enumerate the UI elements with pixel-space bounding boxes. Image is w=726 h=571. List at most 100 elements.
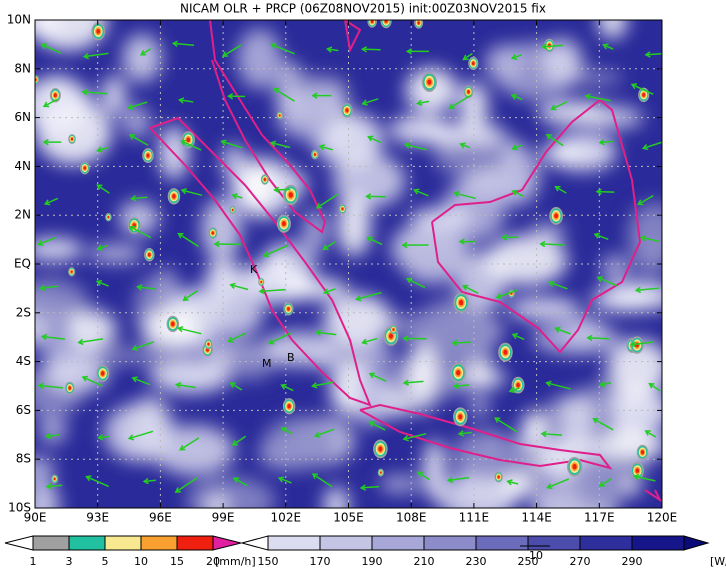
grid: [35, 20, 662, 508]
wind-arrow: [269, 140, 291, 149]
wind-arrow: [180, 139, 202, 151]
wind-arrow: [402, 335, 427, 342]
lon-label: 90E: [24, 511, 47, 525]
wind-arrow: [273, 186, 291, 194]
wind-arrow: [77, 338, 104, 346]
place-label: K: [250, 263, 258, 276]
arrow-head: [229, 382, 236, 388]
wind-arrow: [584, 93, 611, 102]
lon-label: 105E: [333, 511, 364, 525]
arrow-shaft: [511, 54, 522, 60]
arrow-head: [511, 144, 518, 151]
cloud: [35, 456, 56, 483]
arrow-shaft: [406, 278, 426, 289]
lon-label: 114E: [521, 511, 552, 525]
arrow-head: [314, 329, 322, 336]
colorbar-label: 1: [30, 555, 37, 568]
wind-arrow: [453, 190, 477, 200]
arrow-shaft: [634, 475, 656, 482]
colorbar-label: 5: [102, 555, 109, 568]
arrow-shaft: [38, 236, 57, 246]
precip-cell: [459, 299, 464, 306]
wind-arrow: [325, 46, 339, 53]
arrow-head: [45, 483, 52, 490]
wind-arrow: [42, 138, 62, 146]
arrow-shaft: [541, 432, 563, 436]
wind-arrow: [97, 434, 110, 441]
wind-arrow: [501, 234, 519, 241]
arrow-shaft: [631, 341, 655, 346]
arrow-head: [311, 92, 318, 99]
precip-cell: [516, 382, 520, 388]
arrow-shaft: [593, 418, 614, 431]
wind-arrow: [416, 99, 430, 106]
arrow-head: [548, 280, 555, 287]
wind-arrow: [545, 380, 571, 390]
wind-arrow: [177, 97, 194, 104]
arrow-shaft: [232, 194, 243, 199]
arrow-head: [405, 48, 412, 55]
wind-arrow: [318, 144, 333, 151]
cloud: [601, 255, 630, 282]
arrow-head: [277, 476, 285, 483]
arrow-head: [598, 139, 605, 146]
arrow-head: [540, 43, 548, 50]
colorbar-unit: [mm/h]: [215, 555, 256, 568]
precip-cell: [53, 93, 57, 98]
arrow-shaft: [78, 338, 104, 344]
colorbar-box: [68, 535, 106, 551]
arrow-shaft: [555, 327, 571, 335]
arrow-head: [36, 240, 44, 247]
wind-arrow: [361, 98, 379, 106]
arrow-shaft: [643, 141, 662, 150]
arrow-head: [82, 52, 90, 60]
lat-label: 4N: [14, 159, 31, 173]
colorbar-cap: [240, 535, 269, 551]
wind-arrow: [270, 42, 295, 55]
cloud: [38, 416, 67, 445]
arrow-head: [355, 295, 362, 302]
arrow-head: [97, 434, 104, 441]
coastline: [209, 20, 327, 234]
arrow-shaft: [546, 134, 564, 147]
wind-arrow: [510, 53, 522, 61]
arrow-head: [313, 431, 321, 438]
arrow-head: [96, 146, 103, 153]
arrow-shaft: [417, 471, 430, 481]
colorbar-box: [475, 535, 529, 551]
lon-label: 102E: [271, 511, 302, 525]
arrow-shaft: [43, 98, 58, 107]
arrow-head: [545, 380, 552, 387]
olr-colorbar: 150 170 190 210 230 250 270 290 [W/m^2]: [240, 535, 726, 568]
wind-vectors: [36, 40, 662, 493]
precip-cell: [186, 137, 191, 143]
arrow-head: [85, 475, 92, 482]
arrow-head: [177, 97, 185, 104]
arrow-head: [280, 383, 287, 390]
arrow-head: [405, 277, 413, 284]
arrow-shaft: [507, 480, 519, 485]
precip-cell: [458, 414, 463, 420]
arrow-shaft: [417, 100, 430, 105]
arrow-shaft: [228, 332, 246, 343]
arrow-shaft: [271, 43, 295, 55]
cloud: [237, 28, 282, 89]
arrow-head: [43, 199, 51, 206]
wind-arrow: [545, 134, 564, 147]
wind-arrow: [232, 477, 248, 487]
colorbar-box: [527, 535, 581, 551]
arrow-shaft: [585, 95, 611, 102]
wind-arrow: [644, 51, 662, 58]
arrow-shaft: [404, 380, 424, 384]
cloud: [507, 297, 581, 320]
colorbar-box: [140, 535, 178, 551]
colorbar-box: [32, 535, 70, 551]
wind-arrow: [272, 87, 296, 102]
arrow-shaft: [96, 280, 109, 287]
wind-arrow: [182, 290, 199, 301]
arrow-shaft: [549, 281, 568, 290]
precip-cell: [207, 342, 210, 346]
cloud: [263, 416, 340, 469]
colorbar-cap: [4, 535, 34, 551]
arrow-shaft: [637, 194, 654, 205]
